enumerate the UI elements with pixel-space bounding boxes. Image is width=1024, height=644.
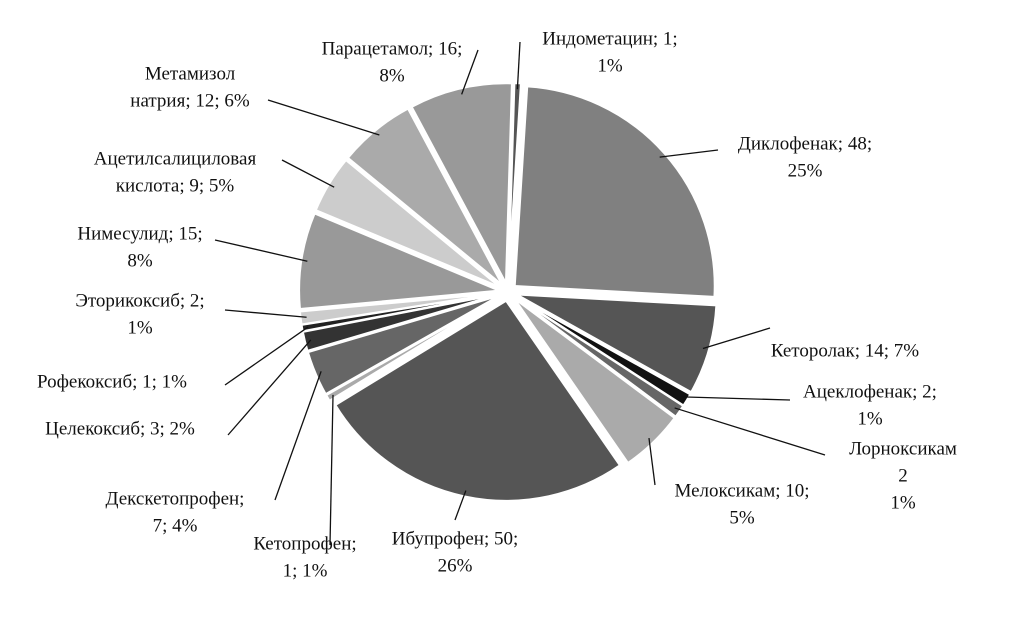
slice-label: Диклофенак; 48; <box>738 133 872 154</box>
slice-label: Метамизол <box>145 63 236 84</box>
leader-line <box>281 159 335 188</box>
leader-line <box>224 309 307 318</box>
leader-line <box>329 394 334 546</box>
slice-label: 8% <box>379 65 405 86</box>
slice-label: Нимесулид; 15; <box>77 223 202 244</box>
slice-label: Кетопрофен; <box>253 533 356 554</box>
leader-line <box>674 407 826 456</box>
leader-line <box>681 396 791 401</box>
slice-label: натрия; 12; 6% <box>130 90 250 111</box>
slice-label: Ацетилсалициловая <box>94 148 257 169</box>
pie-slice <box>346 107 504 286</box>
slice-label: 25% <box>788 160 823 181</box>
slice-label: 26% <box>438 555 473 576</box>
pie-slice <box>298 292 500 326</box>
pie-slice <box>306 294 501 396</box>
leader-line <box>454 490 467 521</box>
pie-slice <box>516 293 718 394</box>
leader-line <box>702 327 771 350</box>
slice-label: 7; 4% <box>153 515 198 536</box>
slice-label: Лорноксикам <box>849 438 957 459</box>
slice-label: 1% <box>597 55 623 76</box>
slice-label: Декскетопрофен; <box>106 488 245 509</box>
slice-label: Индометацин; 1; <box>542 28 677 49</box>
pie-slice <box>514 296 685 419</box>
slice-label: Кеторолак; 14; 7% <box>771 340 919 361</box>
slice-label: Мелоксикам; 10; <box>674 480 809 501</box>
leader-line <box>516 41 521 90</box>
pie-slice <box>410 82 513 288</box>
pie-slice <box>513 297 677 465</box>
slice-label: 1% <box>857 408 883 429</box>
slice-label: Парацетамол; 16; <box>322 38 463 59</box>
slice-label: Целекоксиб; 3; 2% <box>45 418 195 439</box>
leader-line <box>659 149 719 158</box>
leader-line <box>461 49 479 95</box>
slice-label: Эторикоксиб; 2; <box>75 290 204 311</box>
pie-slice <box>513 85 716 298</box>
slice-label: Ибупрофен; 50; <box>392 528 519 549</box>
slice-label: Ацеклофенак; 2; <box>803 381 937 402</box>
leader-line <box>227 339 312 436</box>
pie-slice <box>334 299 622 502</box>
leader-line <box>214 239 308 262</box>
leader-line <box>274 371 322 501</box>
slice-label: 8% <box>127 250 153 271</box>
leader-line <box>267 99 380 136</box>
slice-label: кислота; 9; 5% <box>116 175 235 196</box>
pie-slice <box>324 295 501 403</box>
leader-line <box>648 437 656 486</box>
leader-line <box>224 326 309 386</box>
slice-label: 1% <box>127 317 153 338</box>
slice-label: 5% <box>729 507 755 528</box>
slice-label: 1% <box>890 492 916 513</box>
slice-label: 1; 1% <box>283 560 328 581</box>
slice-label: Рофекоксиб; 1; 1% <box>37 371 187 392</box>
slice-label: 2 <box>898 465 908 486</box>
